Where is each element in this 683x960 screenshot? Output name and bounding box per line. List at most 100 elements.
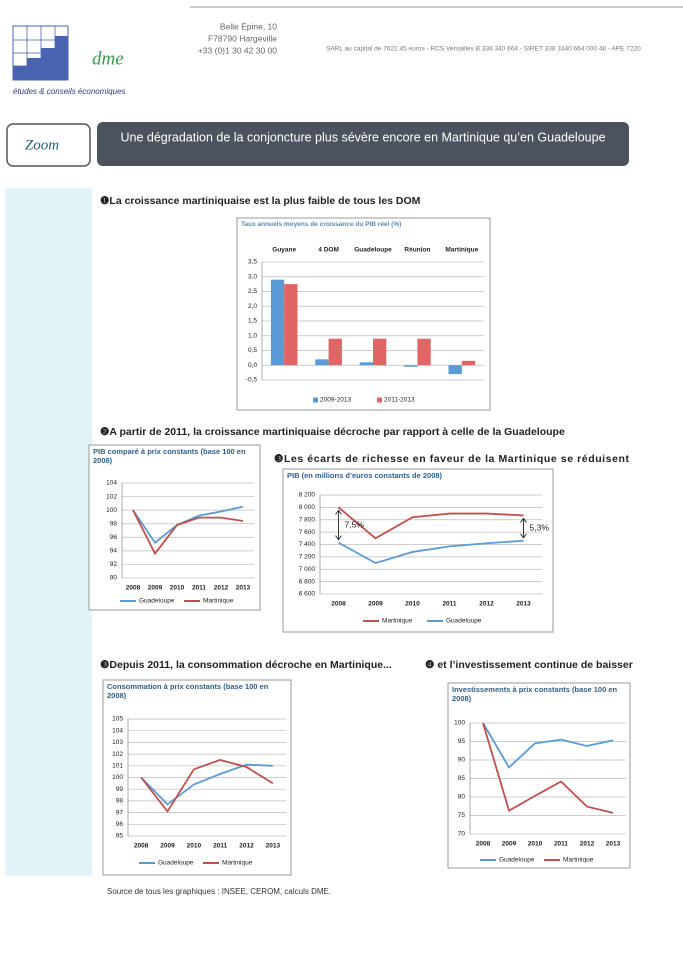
category-label: Réunion [404,247,430,254]
y-tick-label: -0,5 [246,377,258,384]
legend-label: Guadeloupe [499,857,535,864]
line-series [132,509,244,556]
chart: ❸Les écarts de richesse en faveur de la … [274,453,630,633]
category-label: 4 DOM [318,247,339,254]
legend-swatch [377,397,382,403]
x-tick-label: 2010 [405,601,420,608]
y-tick-label: 1,5 [248,318,257,325]
y-tick-label: 104 [112,727,123,734]
charts: ❶La croissance martiniquaise est la plus… [88,195,633,876]
chart-title: PIB (en millions d’euros constants de 20… [287,472,443,480]
legend-label: Guadeloupe [446,618,482,625]
y-tick-label: 7 800 [299,516,316,523]
side-strip [5,188,92,876]
y-tick-label: 2,5 [248,288,257,295]
y-tick-label: 90 [110,575,118,582]
address-line: F78790 Hargeville [208,33,277,43]
y-tick-label: 90 [458,757,466,764]
y-tick-label: 102 [106,493,117,500]
y-tick-label: 70 [458,831,466,838]
line-series [337,506,524,540]
y-tick-label: 101 [112,763,123,770]
x-tick-label: 2012 [580,841,595,848]
y-tick-label: 85 [458,775,466,782]
x-tick-label: 2008 [331,601,346,608]
source-note: Source de tous les graphiques : INSEE, C… [107,887,331,896]
y-tick-label: 100 [112,774,123,781]
x-tick-label: 2008 [134,843,149,850]
banner-bar [97,122,629,166]
x-tick-label: 2013 [236,585,251,592]
logo-mark [12,25,69,81]
x-tick-label: 2011 [442,601,456,608]
section-heading: ❷A partir de 2011, la croissance martini… [100,426,565,438]
line-series [140,759,274,814]
section-heading: ❸Depuis 2011, la consommation décroche e… [100,659,392,671]
x-tick-label: 2012 [479,601,494,608]
y-tick-label: 7 200 [299,554,316,561]
line-series [132,505,244,545]
annotation: 7,5% [345,519,365,529]
arrow-head [520,517,527,539]
x-tick-label: 2009 [148,585,163,592]
legend-label: Martinique [563,857,594,864]
line-series [482,722,614,814]
bar [284,284,298,366]
y-tick-label: 3,0 [248,273,257,280]
arrow-head [335,509,342,541]
x-tick-label: 2011 [192,585,206,592]
chart-title: Consommation à prix constants (base 100 … [107,683,269,700]
y-tick-label: 92 [110,561,118,568]
line-series [338,539,524,565]
legend-label: Guadeloupe [158,860,194,867]
chart-title: Investissements à prix constants (base 1… [452,686,618,703]
x-tick-label: 2008 [476,841,491,848]
y-tick-label: 96 [116,821,124,828]
category-label: Martinique [445,247,478,254]
y-tick-label: 103 [112,739,123,746]
x-tick-label: 2010 [187,843,202,850]
x-tick-label: 2011 [554,841,568,848]
chart-title-box: PIB (en millions d’euros constants de 20… [287,472,443,480]
legend-label: Martinique [222,860,253,867]
y-tick-label: 1,0 [248,332,257,339]
address-line: Belle Épine, 10 [220,21,277,31]
y-tick-label: 8 200 [299,492,316,499]
y-tick-label: 7 400 [299,541,316,548]
chart-title-box: Taux annuels moyens de croissance du PIB… [241,221,402,228]
x-tick-label: 2008 [126,585,141,592]
x-tick-label: 2009 [160,843,175,850]
bar [359,362,373,366]
y-tick-label: 95 [116,833,124,840]
y-tick-label: 2,0 [248,303,257,310]
y-tick-label: 105 [112,716,123,723]
chart: ❶La croissance martiniquaise est la plus… [100,195,491,411]
bar [417,338,431,366]
line-series [140,763,273,806]
x-tick-label: 2012 [214,585,229,592]
bar [315,359,329,366]
y-tick-label: 3,5 [248,259,257,266]
legend-label: 2011-2013 [384,397,415,404]
y-tick-label: 0,0 [248,362,257,369]
zoom-box [6,123,91,167]
category-label: Guadeloupe [354,247,392,254]
x-tick-label: 2012 [239,843,254,850]
bar [328,338,342,366]
x-tick-label: 2013 [606,841,621,848]
section-heading: ❸Les écarts de richesse en faveur de la … [274,453,630,465]
legal-line: SARL au capital de 7622.45 euros - RCS V… [326,46,641,53]
chart-title-box: PIB comparé à prix constants (base 100 e… [93,448,246,465]
y-tick-label: 94 [110,548,118,555]
chart-title: Taux annuels moyens de croissance du PIB… [241,221,402,228]
bar [270,279,285,366]
x-tick-label: 2013 [516,601,531,608]
y-tick-label: 6 800 [299,578,316,585]
x-tick-label: 2013 [266,843,281,850]
x-tick-label: 2009 [502,841,517,848]
y-tick-label: 6 600 [299,591,316,598]
legend-label: Martinique [382,618,413,625]
bar [373,338,387,366]
bar [404,365,418,367]
y-tick-label: 7 000 [299,566,316,573]
